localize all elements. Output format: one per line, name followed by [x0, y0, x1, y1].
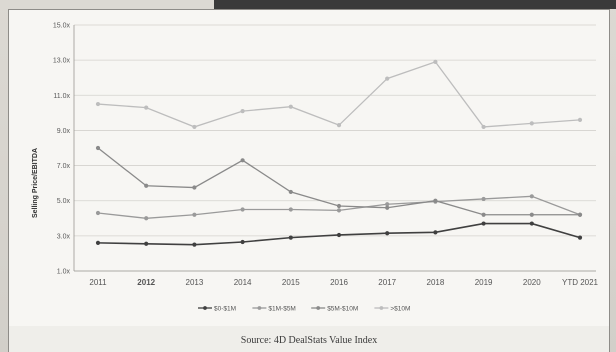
x-tick-label: 2011 — [89, 278, 107, 287]
y-tick-label: 5.0x — [57, 198, 71, 205]
legend-marker — [203, 306, 207, 310]
data-point — [288, 189, 293, 195]
x-tick-label: 2020 — [523, 278, 541, 287]
x-tick-label: 2014 — [234, 278, 252, 287]
legend-label: $1M-$5M — [268, 305, 295, 312]
data-point — [529, 221, 534, 226]
series-lines — [95, 59, 583, 247]
series-0 — [95, 221, 583, 247]
y-tick-label: 9.0x — [57, 128, 71, 135]
y-axis-label: Selling Price/EBITDA — [32, 148, 39, 218]
data-point — [336, 232, 342, 238]
legend-label: $5M-$10M — [327, 305, 358, 312]
y-tick-label: 15.0x — [53, 23, 71, 30]
data-point — [192, 212, 197, 217]
series-3 — [95, 59, 583, 130]
legend-marker — [257, 306, 262, 310]
data-point — [288, 207, 293, 212]
data-point — [529, 121, 534, 126]
data-point — [577, 235, 583, 240]
legend-item: $5M-$10M — [311, 305, 358, 312]
data-point — [192, 124, 197, 130]
x-tick-labels: 2011 2012 2013 2014 2015 2016 2017 2018 2019 2020… — [89, 278, 598, 287]
data-point — [577, 212, 583, 217]
data-point — [481, 124, 486, 130]
data-point — [144, 216, 149, 221]
legend-label: >$10M — [390, 305, 410, 312]
data-point — [95, 240, 101, 245]
data-point — [385, 205, 390, 210]
data-point — [433, 198, 438, 203]
data-point — [529, 212, 534, 217]
data-point — [336, 123, 342, 128]
y-tick-labels: 15.0x 13.0x 11.0x 9.0x 7.0x 5.0x 3.0x 1.0x — [53, 23, 71, 276]
source-area: Source: 4D DealStats Value Index — [8, 326, 610, 352]
gridlines — [73, 24, 596, 272]
data-point — [192, 242, 197, 247]
data-point — [336, 203, 342, 209]
x-tick-label: 2016 — [330, 278, 348, 287]
x-tick-label: 2015 — [282, 278, 300, 287]
series-2 — [95, 145, 583, 217]
y-tick-label: 7.0x — [57, 163, 71, 170]
data-point — [481, 196, 486, 202]
legend-item: $0-$1M — [198, 305, 236, 312]
data-point — [240, 109, 245, 114]
data-point — [240, 207, 245, 212]
x-tick-label: YTD 2021 — [562, 278, 599, 287]
data-point — [385, 202, 390, 207]
data-point — [336, 208, 342, 213]
legend-item: $1M-$5M — [252, 305, 296, 312]
data-point — [240, 239, 245, 245]
x-tick-label: 2017 — [378, 278, 396, 287]
data-point — [433, 230, 438, 235]
data-point — [481, 221, 486, 226]
data-point — [385, 231, 390, 236]
legend-marker — [379, 306, 384, 310]
data-point — [95, 145, 101, 151]
data-point — [144, 241, 149, 246]
series-line — [97, 61, 581, 128]
legend: $0-$1M $1M-$5M $5M-$10M >$10M — [198, 305, 410, 312]
data-point — [481, 212, 486, 217]
source-note: Source: 4D DealStats Value Index — [240, 335, 378, 346]
data-point — [240, 158, 245, 163]
data-point — [577, 117, 583, 122]
x-tick-label: 2018 — [427, 278, 445, 287]
data-point — [433, 59, 438, 64]
chart-frame — [8, 9, 610, 328]
y-tick-label: 3.0x — [57, 233, 71, 240]
data-point — [144, 105, 149, 110]
data-point — [288, 104, 293, 109]
data-point — [529, 194, 534, 199]
data-point — [385, 76, 390, 81]
data-point — [95, 101, 101, 107]
x-tick-label: 2019 — [475, 278, 493, 287]
data-point — [288, 235, 293, 240]
data-point — [95, 210, 101, 216]
legend-marker — [316, 306, 321, 310]
data-point — [192, 185, 197, 190]
x-tick-label: 2012 — [137, 278, 155, 287]
x-tick-label: 2013 — [186, 278, 204, 287]
data-point — [144, 183, 149, 188]
header-band — [214, 0, 616, 9]
y-tick-label: 13.0x — [53, 58, 71, 65]
y-tick-label: 11.0x — [53, 93, 70, 100]
legend-item: >$10M — [374, 305, 410, 312]
legend-label: $0-$1M — [214, 305, 236, 312]
y-tick-label: 1.0x — [57, 269, 71, 276]
